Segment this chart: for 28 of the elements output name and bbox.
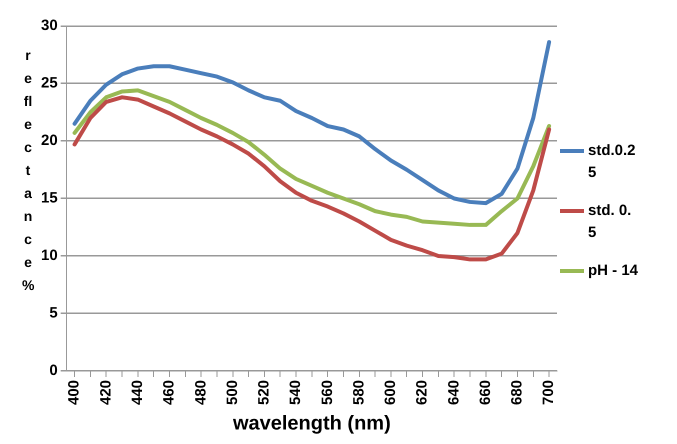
x-tick-label: 460 bbox=[160, 380, 178, 406]
x-tick-label: 520 bbox=[256, 380, 273, 406]
x-tick-label: 700 bbox=[540, 380, 558, 406]
x-tick-label: 440 bbox=[129, 380, 146, 406]
legend-label: pH - 14 bbox=[588, 261, 638, 281]
x-tick-label: 560 bbox=[318, 380, 336, 406]
x-tick-label: 660 bbox=[476, 380, 494, 406]
x-tick-label: 480 bbox=[192, 380, 210, 406]
x-tick-label: 400 bbox=[66, 380, 83, 406]
y-tick-label: 5 bbox=[49, 304, 58, 322]
y-tick-label: 0 bbox=[49, 362, 58, 380]
y-tick-label: 30 bbox=[40, 17, 58, 34]
x-tick-label: 640 bbox=[445, 380, 462, 406]
x-tick-label: 580 bbox=[350, 380, 368, 406]
x-tick-label: 540 bbox=[287, 380, 304, 406]
x-tick-label: 600 bbox=[382, 380, 400, 406]
x-tick-label: 680 bbox=[508, 380, 526, 406]
x-tick-label: 420 bbox=[97, 380, 114, 406]
x-tick-label: 620 bbox=[414, 380, 431, 406]
text: reflectance % bbox=[22, 47, 34, 293]
x-tick-label: 500 bbox=[224, 380, 241, 406]
legend-label: std.0.25 bbox=[588, 141, 637, 183]
legend-label: std. 0.5 bbox=[588, 201, 632, 243]
y-tick-label: 20 bbox=[40, 132, 58, 150]
y-tick-label: 15 bbox=[40, 190, 58, 207]
x-axis-title: wavelength (nm) bbox=[232, 412, 391, 435]
y-tick-label: 10 bbox=[40, 247, 58, 264]
y-tick-label: 25 bbox=[40, 74, 58, 92]
